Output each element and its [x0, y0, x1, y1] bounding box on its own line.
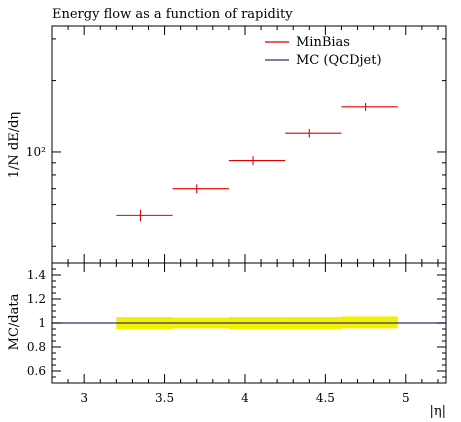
ratio-y-tick-label: 0.8	[27, 340, 46, 354]
main-ylabel: 1/N dE/dη	[7, 112, 22, 178]
ratio-ylabel: MC/data	[7, 293, 22, 350]
legend-label-mc: MC (QCDjet)	[296, 53, 382, 68]
ratio-plot-panel: 0.6 0.8 1 1.2 1.4 MC/data 3 3.5 4 4.5 5 |η|	[7, 262, 447, 419]
x-axis-label: |η|	[429, 404, 446, 419]
x-tick-label: 4.5	[316, 391, 335, 405]
x-tick-label: 5	[402, 391, 410, 405]
ratio-y-tick-label: 1.4	[27, 268, 46, 282]
ratio-y-tick-label: 1.2	[27, 292, 46, 306]
main-plot-panel: 1/N dE/dη 10² MinBias MC (QCDjet)	[7, 25, 447, 264]
main-y-tick-label: 10²	[26, 145, 46, 159]
x-tick-label: 3	[80, 391, 88, 405]
x-tick-label: 3.5	[155, 391, 174, 405]
x-tick-label: 4	[241, 391, 249, 405]
ratio-y-tick-label: 1	[38, 316, 46, 330]
legend-label-minbias: MinBias	[296, 35, 350, 50]
legend: MinBias MC (QCDjet)	[265, 35, 382, 68]
chart-title: Energy flow as a function of rapidity	[52, 7, 293, 22]
ratio-y-tick-label: 0.6	[27, 364, 46, 378]
